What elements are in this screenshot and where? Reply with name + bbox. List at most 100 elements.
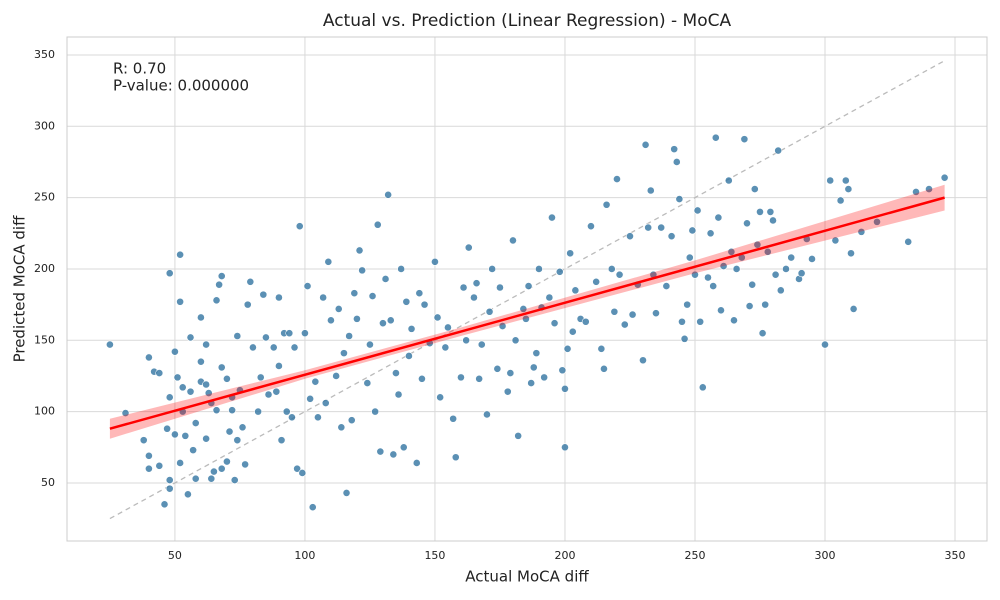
point bbox=[145, 353, 153, 362]
point bbox=[405, 352, 413, 360]
y-tick-label: 300 bbox=[34, 119, 55, 132]
point bbox=[483, 410, 491, 419]
point bbox=[548, 213, 556, 222]
point bbox=[420, 300, 429, 309]
point bbox=[940, 173, 949, 182]
point bbox=[758, 329, 767, 338]
point bbox=[857, 227, 866, 236]
point bbox=[849, 305, 858, 313]
point bbox=[202, 434, 211, 443]
point bbox=[566, 249, 575, 258]
point bbox=[384, 190, 393, 199]
point bbox=[706, 229, 715, 238]
point bbox=[761, 300, 770, 309]
point bbox=[581, 317, 590, 326]
point bbox=[155, 369, 164, 377]
point bbox=[756, 207, 764, 216]
point bbox=[197, 313, 205, 322]
point bbox=[295, 222, 304, 231]
y-tick-label: 150 bbox=[34, 333, 55, 346]
point bbox=[324, 257, 333, 266]
x-tick-label: 250 bbox=[684, 549, 705, 562]
point bbox=[202, 340, 211, 349]
point bbox=[298, 469, 307, 477]
x-axis-label: Actual MoCA diff bbox=[465, 568, 589, 586]
point bbox=[644, 223, 653, 232]
point bbox=[836, 196, 845, 205]
point bbox=[503, 387, 512, 396]
point bbox=[337, 423, 346, 432]
point bbox=[672, 158, 681, 166]
point bbox=[561, 384, 569, 393]
point bbox=[558, 366, 567, 375]
point bbox=[176, 459, 185, 467]
point bbox=[592, 277, 601, 286]
point bbox=[680, 334, 689, 343]
x-tick-label: 50 bbox=[168, 549, 182, 562]
point bbox=[178, 383, 187, 392]
point bbox=[524, 282, 533, 290]
point bbox=[493, 364, 502, 373]
point bbox=[646, 186, 655, 195]
point bbox=[212, 296, 221, 305]
point bbox=[685, 253, 694, 262]
point bbox=[389, 450, 398, 459]
point bbox=[808, 255, 816, 263]
point bbox=[345, 332, 354, 340]
point bbox=[698, 383, 707, 392]
point bbox=[394, 390, 403, 399]
point bbox=[475, 374, 484, 383]
regression-line bbox=[109, 196, 945, 430]
annotation: P-value: 0.000000 bbox=[113, 77, 249, 95]
point bbox=[212, 406, 221, 415]
point bbox=[571, 286, 580, 295]
point bbox=[441, 343, 450, 352]
point bbox=[308, 503, 317, 512]
point bbox=[306, 394, 315, 403]
point bbox=[477, 340, 486, 349]
point bbox=[259, 290, 268, 299]
point bbox=[332, 372, 341, 380]
point bbox=[561, 443, 569, 452]
point bbox=[745, 302, 754, 310]
point bbox=[459, 283, 468, 292]
point bbox=[246, 277, 255, 286]
point bbox=[600, 364, 608, 373]
point bbox=[269, 343, 278, 352]
point bbox=[626, 232, 634, 241]
point bbox=[225, 427, 234, 436]
point bbox=[568, 327, 577, 336]
confidence-band bbox=[109, 184, 945, 439]
point bbox=[186, 387, 195, 396]
point bbox=[433, 313, 442, 322]
x-tick-label: 350 bbox=[945, 549, 966, 562]
point bbox=[550, 319, 559, 328]
point bbox=[163, 424, 172, 433]
point bbox=[732, 265, 741, 273]
point bbox=[529, 363, 538, 372]
chart-title: Actual vs. Prediction (Linear Regression… bbox=[323, 11, 732, 31]
point bbox=[373, 220, 382, 229]
point bbox=[223, 457, 231, 466]
point bbox=[191, 419, 200, 427]
point bbox=[256, 373, 265, 382]
x-tick-label: 150 bbox=[424, 549, 445, 562]
point bbox=[217, 272, 226, 280]
point bbox=[711, 133, 720, 142]
point bbox=[186, 333, 195, 342]
point bbox=[587, 222, 595, 231]
point bbox=[217, 363, 226, 372]
point bbox=[782, 265, 790, 273]
point bbox=[204, 389, 213, 397]
point bbox=[275, 293, 283, 302]
point bbox=[704, 273, 712, 282]
point bbox=[165, 476, 174, 484]
point bbox=[210, 467, 218, 476]
point bbox=[847, 249, 855, 258]
point bbox=[691, 270, 699, 279]
point bbox=[285, 329, 294, 338]
point bbox=[831, 236, 840, 245]
point bbox=[176, 250, 185, 259]
